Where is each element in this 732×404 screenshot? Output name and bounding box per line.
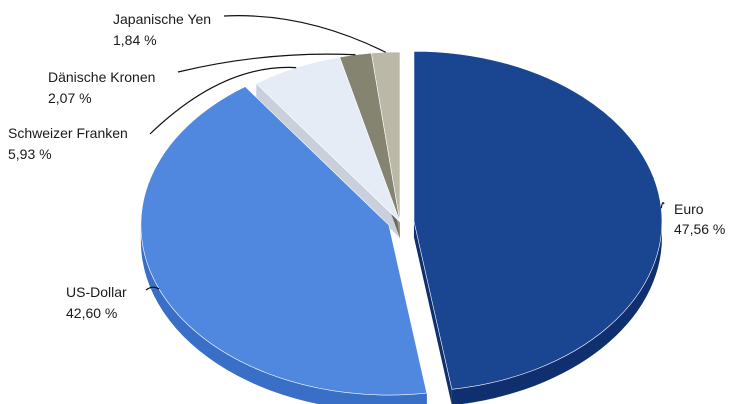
pie-slice-us-dollar [140,86,428,396]
slice-value-label-euro: 47,56 % [674,221,725,237]
leader-line-us-dollar [145,286,160,291]
pie-slice-euro [413,50,663,390]
slice-value-label-japanische-yen: 1,84 % [113,32,157,48]
slice-name-label-us-dollar: US-Dollar [66,284,127,300]
slice-wall-euro-1 [413,221,452,404]
slice-name-label-japanische-yen: Japanische Yen [113,11,211,27]
leader-lines [145,15,665,291]
slice-value-label-daenische-kronen: 2,07 % [48,90,92,106]
leader-line-japanische-yen [223,15,386,53]
slice-side-euro [451,221,662,404]
slice-value-label-schweizer-franken: 5,93 % [8,146,52,162]
slice-value-label-us-dollar: 42,60 % [66,305,117,321]
slice-name-label-euro: Euro [674,201,704,217]
slice-wall-schweizer-franken-0 [256,83,400,238]
slice-name-label-daenische-kronen: Dänische Kronen [48,69,155,85]
leader-line-daenische-kronen [177,53,356,73]
slice-name-label-schweizer-franken: Schweizer Franken [8,125,128,141]
pie-slices [140,50,663,396]
leader-line-schweizer-franken [149,66,297,135]
leader-line-euro [660,202,665,209]
slice-side-us-dollar [140,225,427,404]
